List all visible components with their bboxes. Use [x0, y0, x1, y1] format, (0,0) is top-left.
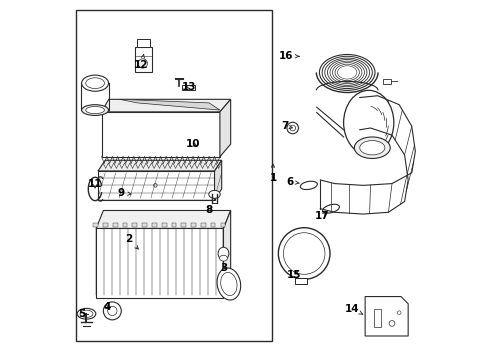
Text: 2: 2 [125, 234, 138, 249]
Polygon shape [120, 99, 220, 110]
Text: 13: 13 [182, 82, 196, 92]
Text: 9: 9 [118, 188, 131, 198]
Circle shape [287, 122, 298, 134]
Text: 15: 15 [287, 270, 301, 280]
Bar [103, 223, 108, 226]
Text: 3: 3 [220, 263, 227, 273]
Bar [374, 309, 381, 327]
Circle shape [103, 302, 122, 320]
Text: 4: 4 [103, 302, 111, 312]
Polygon shape [98, 171, 215, 200]
Ellipse shape [360, 140, 385, 155]
Bar [135, 46, 152, 72]
Text: 10: 10 [186, 139, 200, 149]
Ellipse shape [343, 90, 394, 155]
Bar [162, 223, 167, 226]
Bar [383, 78, 391, 84]
Ellipse shape [86, 107, 104, 114]
Bar [152, 223, 157, 226]
Text: 17: 17 [315, 211, 329, 221]
Bar [113, 223, 118, 226]
Ellipse shape [209, 190, 221, 198]
Text: 8: 8 [205, 206, 213, 216]
Text: 16: 16 [279, 51, 299, 61]
Bar [295, 278, 307, 284]
Bar [181, 223, 186, 226]
Bar [122, 223, 127, 226]
Ellipse shape [86, 78, 104, 89]
Polygon shape [320, 96, 416, 214]
Polygon shape [96, 228, 223, 298]
Text: 11: 11 [88, 179, 102, 189]
Text: 5: 5 [78, 310, 88, 319]
Bar [191, 223, 196, 226]
Ellipse shape [220, 255, 227, 261]
Polygon shape [101, 99, 231, 112]
Circle shape [278, 228, 330, 279]
Ellipse shape [82, 75, 109, 91]
Bar [76, 10, 272, 341]
Polygon shape [365, 297, 408, 336]
Ellipse shape [217, 268, 241, 300]
Bar [211, 223, 216, 226]
Polygon shape [98, 160, 221, 171]
Polygon shape [215, 160, 221, 200]
Bar [132, 223, 137, 226]
Text: 7: 7 [281, 121, 293, 131]
Ellipse shape [218, 247, 229, 260]
Bar [182, 85, 195, 90]
Ellipse shape [82, 105, 109, 116]
Bar [201, 223, 206, 226]
Circle shape [138, 59, 147, 68]
Polygon shape [220, 99, 231, 157]
Text: 14: 14 [345, 304, 363, 314]
Bar [137, 39, 149, 46]
Polygon shape [96, 211, 231, 228]
Bar [142, 223, 147, 226]
Bar [172, 223, 176, 226]
Text: 6: 6 [286, 177, 299, 187]
Bar [93, 223, 98, 226]
Ellipse shape [77, 309, 96, 319]
Ellipse shape [220, 273, 237, 296]
Polygon shape [223, 211, 231, 298]
Text: 1: 1 [270, 164, 276, 183]
Text: 12: 12 [134, 54, 148, 70]
Ellipse shape [80, 310, 93, 318]
Circle shape [108, 306, 117, 316]
Bar [220, 223, 225, 226]
Polygon shape [101, 112, 220, 157]
Ellipse shape [354, 137, 390, 158]
